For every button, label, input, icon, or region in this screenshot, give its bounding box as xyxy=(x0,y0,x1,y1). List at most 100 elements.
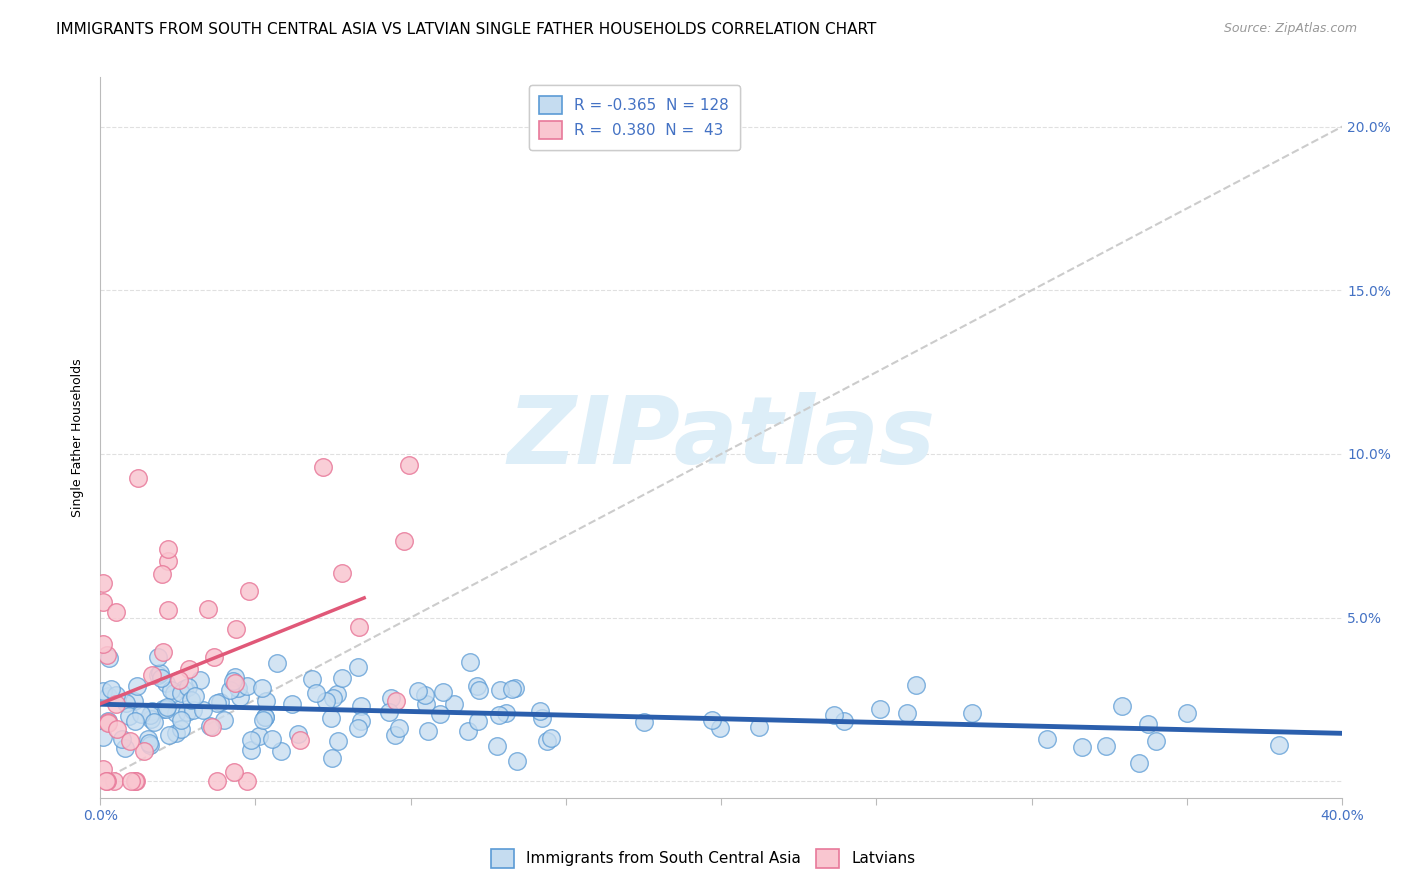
Point xyxy=(104,697,127,711)
Point xyxy=(253,709,276,723)
Point xyxy=(91,762,114,776)
Point xyxy=(346,660,368,674)
Point xyxy=(467,679,489,693)
Point xyxy=(148,649,170,664)
Point xyxy=(406,683,429,698)
Point xyxy=(702,713,724,727)
Point xyxy=(152,645,174,659)
Point xyxy=(254,710,277,724)
Point xyxy=(247,729,270,743)
Point xyxy=(157,728,180,742)
Point xyxy=(218,683,240,698)
Legend: R = -0.365  N = 128, R =  0.380  N =  43: R = -0.365 N = 128, R = 0.380 N = 43 xyxy=(529,85,740,150)
Point xyxy=(1175,706,1198,720)
Point xyxy=(432,685,454,699)
Point xyxy=(197,601,219,615)
Point xyxy=(97,715,120,730)
Point xyxy=(96,648,118,663)
Point xyxy=(222,674,245,689)
Point xyxy=(170,722,193,736)
Point xyxy=(378,705,401,719)
Point xyxy=(169,685,191,699)
Point xyxy=(156,554,179,568)
Point xyxy=(281,697,304,711)
Point xyxy=(212,713,235,727)
Point xyxy=(91,576,114,591)
Point xyxy=(262,732,284,747)
Point xyxy=(120,774,142,789)
Point xyxy=(125,774,148,789)
Point xyxy=(114,741,136,756)
Point xyxy=(501,681,523,696)
Point xyxy=(177,680,200,694)
Point xyxy=(347,721,370,735)
Text: ZIPatlas: ZIPatlas xyxy=(508,392,935,483)
Point xyxy=(157,542,180,557)
Point xyxy=(193,703,215,717)
Point xyxy=(94,774,117,789)
Point xyxy=(536,734,558,748)
Point xyxy=(540,731,562,745)
Point xyxy=(869,701,891,715)
Text: Source: ZipAtlas.com: Source: ZipAtlas.com xyxy=(1223,22,1357,36)
Point xyxy=(127,471,149,485)
Point xyxy=(1128,756,1150,770)
Point xyxy=(170,713,193,727)
Point xyxy=(118,709,141,723)
Point xyxy=(97,689,120,703)
Point xyxy=(305,686,328,700)
Point xyxy=(105,605,128,619)
Point xyxy=(111,731,134,746)
Point xyxy=(1136,716,1159,731)
Point xyxy=(301,673,323,687)
Point xyxy=(325,687,347,701)
Point xyxy=(167,673,190,688)
Point xyxy=(1036,732,1059,747)
Point xyxy=(118,734,141,748)
Point xyxy=(91,684,114,698)
Point xyxy=(124,774,146,789)
Point xyxy=(270,744,292,758)
Point xyxy=(418,723,440,738)
Point xyxy=(236,679,259,693)
Point xyxy=(149,671,172,685)
Point xyxy=(904,678,927,692)
Point xyxy=(326,733,349,747)
Point xyxy=(97,714,120,728)
Point xyxy=(287,727,309,741)
Point xyxy=(350,698,373,713)
Point xyxy=(91,637,114,651)
Point xyxy=(97,715,120,730)
Point xyxy=(103,774,125,789)
Point xyxy=(159,683,181,698)
Point xyxy=(319,711,342,725)
Point xyxy=(141,667,163,681)
Point xyxy=(489,682,512,697)
Point xyxy=(204,650,226,665)
Point xyxy=(823,707,845,722)
Point xyxy=(288,732,311,747)
Point xyxy=(322,691,344,706)
Point xyxy=(229,690,252,705)
Point xyxy=(122,693,145,707)
Point xyxy=(748,720,770,734)
Point xyxy=(209,695,232,709)
Point xyxy=(139,712,162,726)
Point xyxy=(188,673,211,687)
Point xyxy=(240,733,263,747)
Point xyxy=(139,739,162,753)
Point xyxy=(467,714,489,729)
Point xyxy=(224,670,246,684)
Point xyxy=(321,750,343,764)
Point xyxy=(180,693,202,707)
Point xyxy=(165,725,187,739)
Point xyxy=(385,693,408,707)
Point xyxy=(149,665,172,680)
Point xyxy=(136,731,159,746)
Point xyxy=(184,689,207,703)
Point xyxy=(205,774,228,789)
Point xyxy=(250,681,273,695)
Point xyxy=(503,681,526,695)
Point xyxy=(146,668,169,682)
Point xyxy=(506,754,529,768)
